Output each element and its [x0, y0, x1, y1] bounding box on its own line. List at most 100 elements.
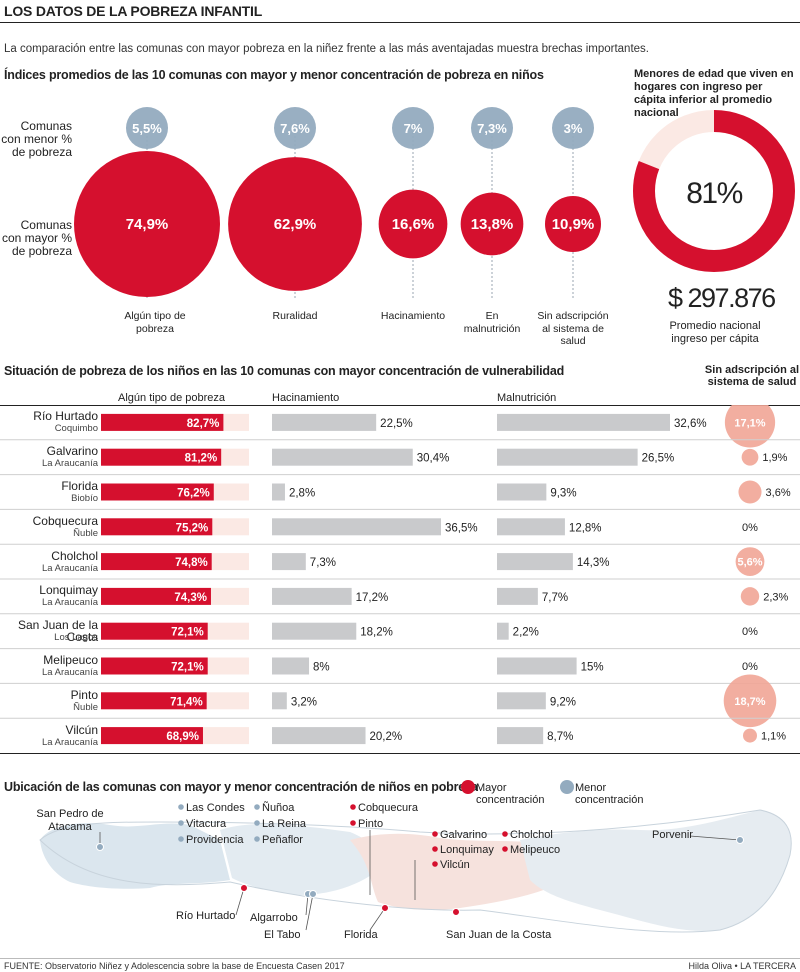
list-dot	[350, 804, 356, 810]
bar-hacinamiento-label: 3,2%	[291, 696, 317, 708]
bubble-category-label: Hacinamiento	[380, 310, 446, 322]
section2-title: Situación de pobreza de los niños en las…	[4, 364, 565, 378]
bubble	[545, 196, 601, 252]
bar-pobreza-label: 74,3%	[174, 592, 207, 604]
map-label-lonquimay: Lonquimay	[440, 844, 494, 856]
bar-pobreza-label: 82,7%	[187, 418, 220, 430]
bubble-value-label: 5,5%	[132, 121, 162, 136]
row-label-low: Comunas con menor % de pobreza	[1, 119, 72, 159]
commune-region: La Araucanía	[42, 667, 98, 678]
bubble-value-label: 3%	[564, 121, 583, 136]
bubble-category-label: En malnutrición	[463, 310, 521, 335]
bubble-value-label: 62,9%	[274, 216, 317, 233]
title-divider	[0, 22, 800, 23]
bar-malnutricion	[497, 553, 573, 571]
bar-malnutricion	[497, 413, 670, 431]
map-region-far-south	[520, 810, 792, 931]
bar-pobreza	[101, 518, 213, 536]
map-dot-rio-hurtado	[240, 884, 248, 892]
map-leader-line	[369, 907, 386, 931]
footer-rule	[0, 958, 800, 959]
bar-pobreza-label: 76,2%	[177, 488, 210, 500]
bar-malnutricion-label: 2,2%	[513, 627, 539, 639]
bar-malnutricion	[497, 518, 565, 536]
legend-low: Menor concentración	[575, 782, 644, 807]
bar-pobreza	[101, 553, 212, 571]
bubble-salud	[740, 587, 760, 606]
col-hacinamiento: Hacinamiento	[272, 392, 340, 404]
bar-pobreza-label: 72,1%	[171, 662, 204, 674]
bubble	[126, 107, 168, 149]
map-region-south	[350, 833, 566, 910]
bar-pobreza	[101, 692, 207, 710]
bar-hacinamiento	[272, 448, 413, 466]
bar-malnutricion-label: 26,5%	[642, 453, 675, 465]
map-label-vilcun: Vilcún	[440, 859, 470, 871]
bar-hacinamiento-label: 36,5%	[445, 522, 478, 534]
map-label-providencia: Providencia	[186, 834, 244, 846]
map-label-galvarino: Galvarino	[440, 829, 488, 841]
bar-malnutricion	[497, 692, 546, 710]
bar-pobreza-label: 74,8%	[175, 557, 208, 569]
bar-malnutricion	[497, 448, 638, 466]
map-label-san-pedro: San Pedro de Atacama	[36, 808, 104, 834]
bar-malnutricion	[497, 587, 538, 605]
list-dot	[254, 820, 260, 826]
bubble-value-label: 13,8%	[471, 216, 514, 233]
list-dot	[254, 836, 260, 842]
map-label-algarrobo: Algarrobo	[250, 912, 298, 924]
bar-pobreza-label: 68,9%	[166, 731, 199, 743]
map-dot-porvenir	[736, 836, 744, 844]
bar-malnutricion	[497, 657, 577, 675]
list-dot	[502, 846, 508, 852]
bar-chart: 82,7% 22,5% 32,6% 17,1% 81,2% 30,4% 26,5% 1,9% 7…	[0, 405, 800, 745]
section3-title: Ubicación de las comunas con mayor y men…	[4, 780, 478, 794]
bar-malnutricion-label: 9,3%	[550, 488, 576, 500]
bubble	[460, 192, 524, 256]
bar-pobreza-label: 75,2%	[176, 522, 209, 534]
bar-malnutricion-label: 9,2%	[550, 696, 576, 708]
commune-region: La Araucanía	[42, 562, 98, 574]
map-label-san-juan: San Juan de la Costa	[446, 929, 552, 941]
bar-pobreza	[101, 622, 208, 640]
bar-malnutricion-label: 14,3%	[577, 557, 610, 569]
map-label-el-tabo: El Tabo	[264, 929, 301, 941]
bubble	[74, 151, 220, 297]
bar-hacinamiento	[272, 692, 287, 710]
bubble	[378, 189, 448, 259]
bubble	[552, 107, 594, 149]
bubble	[471, 107, 513, 149]
income-label: Promedio nacional ingreso per cápita	[669, 320, 761, 346]
list-dot	[178, 820, 184, 826]
bubble	[274, 107, 316, 149]
bubble-salud	[743, 728, 757, 743]
bubble-salud	[724, 405, 776, 448]
bar-malnutricion-label: 8,7%	[547, 731, 573, 743]
list-dot	[502, 831, 508, 837]
bar-hacinamiento-label: 17,2%	[356, 592, 389, 604]
bar-malnutricion	[497, 727, 544, 745]
bar-hacinamiento	[272, 483, 285, 501]
bar-hacinamiento-label: 20,2%	[370, 731, 403, 743]
map-label-penaflor: Peñaflor	[262, 834, 303, 846]
bar-hacinamiento	[272, 413, 377, 431]
commune-name: Melipeuco	[43, 653, 98, 667]
bar-hacinamiento	[272, 518, 441, 536]
legend-dot-low	[560, 780, 574, 794]
bar-pobreza	[101, 587, 211, 605]
bar-pobreza	[101, 413, 224, 431]
bubble-value-label: 7,3%	[477, 121, 507, 136]
bubble-category-label: Sin adscripción al sistema de salud	[537, 310, 609, 348]
legend-dot-high	[461, 780, 475, 794]
page-title: LOS DATOS DE LA POBREZA INFANTIL	[4, 3, 263, 19]
row-label-high: Comunas con mayor % de pobreza	[1, 218, 72, 258]
list-dot	[178, 804, 184, 810]
commune-region: La Araucanía	[42, 458, 98, 470]
commune-region: La Araucanía	[42, 597, 98, 609]
map-label-cobquecura: Cobquecura	[358, 802, 418, 814]
commune-name: San Juan de la Costa	[17, 618, 98, 645]
bubble-salud-label: 17,1%	[734, 417, 765, 429]
bar-pobreza	[101, 448, 222, 466]
commune-name: Florida	[61, 479, 98, 493]
bubble-salud	[741, 448, 759, 466]
